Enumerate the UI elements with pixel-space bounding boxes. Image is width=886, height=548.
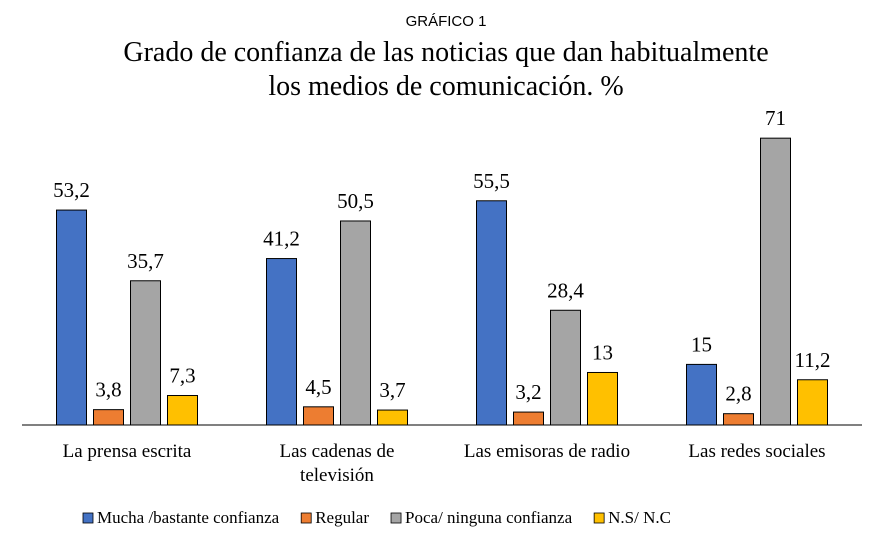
bar-poca-ninguna-confianza-las-emisoras-de-radio <box>550 309 581 426</box>
x-tick-label: La prensa escrita <box>63 441 192 462</box>
data-label: 50,5 <box>337 189 374 213</box>
legend-swatch-mucha-bastante-confianza <box>82 512 94 524</box>
bar-poca-ninguna-confianza-las-redes-sociales <box>760 137 791 426</box>
x-tick-label: televisión <box>300 465 374 486</box>
bar-mucha-bastante-confianza-las-redes-sociales <box>686 363 717 426</box>
data-label: 11,2 <box>795 348 831 372</box>
x-tick-label: Las emisoras de radio <box>464 441 630 462</box>
chart-title-line-2: los medios de comunicación. % <box>268 71 623 102</box>
data-label: 15 <box>691 332 712 356</box>
legend: Mucha /bastante confianza Regular Poca/ ni… <box>82 508 671 527</box>
data-label: 2,8 <box>725 382 751 406</box>
legend-swatch-poca-ninguna-confianza <box>390 512 402 524</box>
data-label: 13 <box>592 340 613 364</box>
data-label: 4,5 <box>305 375 331 399</box>
data-label: 28,4 <box>547 278 584 302</box>
bar-mucha-bastante-confianza-la-prensa-escrita <box>56 209 87 426</box>
data-label: 3,2 <box>515 380 541 404</box>
bar-mucha-bastante-confianza-las-cadenas-de-television <box>266 258 297 426</box>
bar-n-s-n-c-las-emisoras-de-radio <box>587 371 618 426</box>
legend-label: Mucha /bastante confianza <box>97 508 280 527</box>
bar-n-s-n-c-las-redes-sociales <box>797 379 828 426</box>
bar-regular-las-redes-sociales <box>723 413 754 426</box>
bar-poca-ninguna-confianza-las-cadenas-de-television <box>340 220 371 426</box>
legend-label: N.S/ N.C <box>608 508 671 527</box>
data-label: 7,3 <box>169 364 195 388</box>
data-label: 3,7 <box>379 378 405 402</box>
data-label: 35,7 <box>127 249 164 273</box>
legend-label: Poca/ ninguna confianza <box>405 508 573 527</box>
bar-mucha-bastante-confianza-las-emisoras-de-radio <box>476 200 507 426</box>
bar-n-s-n-c-las-cadenas-de-television <box>377 409 408 426</box>
chart-title-line-1: Grado de confianza de las noticias que d… <box>123 37 768 68</box>
plot-area: 53,2 3,8 35,7 7,3 La prensa escrita 41,2 4,5 50… <box>22 106 862 486</box>
data-label: 55,5 <box>473 169 510 193</box>
data-label: 53,2 <box>53 178 90 202</box>
x-tick-label: Las redes sociales <box>688 441 825 462</box>
data-label: 41,2 <box>263 227 300 251</box>
bar-n-s-n-c-la-prensa-escrita <box>167 395 198 426</box>
bar-regular-las-emisoras-de-radio <box>513 411 544 426</box>
x-tick-label: Las cadenas de <box>280 441 395 462</box>
chart-supertitle: GRÁFICO 1 <box>406 13 487 30</box>
data-label: 3,8 <box>95 378 121 402</box>
bar-poca-ninguna-confianza-la-prensa-escrita <box>130 280 161 426</box>
legend-label: Regular <box>315 508 369 527</box>
bar-regular-la-prensa-escrita <box>93 409 124 426</box>
legend-swatch-regular <box>300 512 312 524</box>
bar-regular-las-cadenas-de-television <box>303 406 334 426</box>
legend-swatch-n-s-n-c <box>593 512 605 524</box>
data-label: 71 <box>765 106 786 130</box>
